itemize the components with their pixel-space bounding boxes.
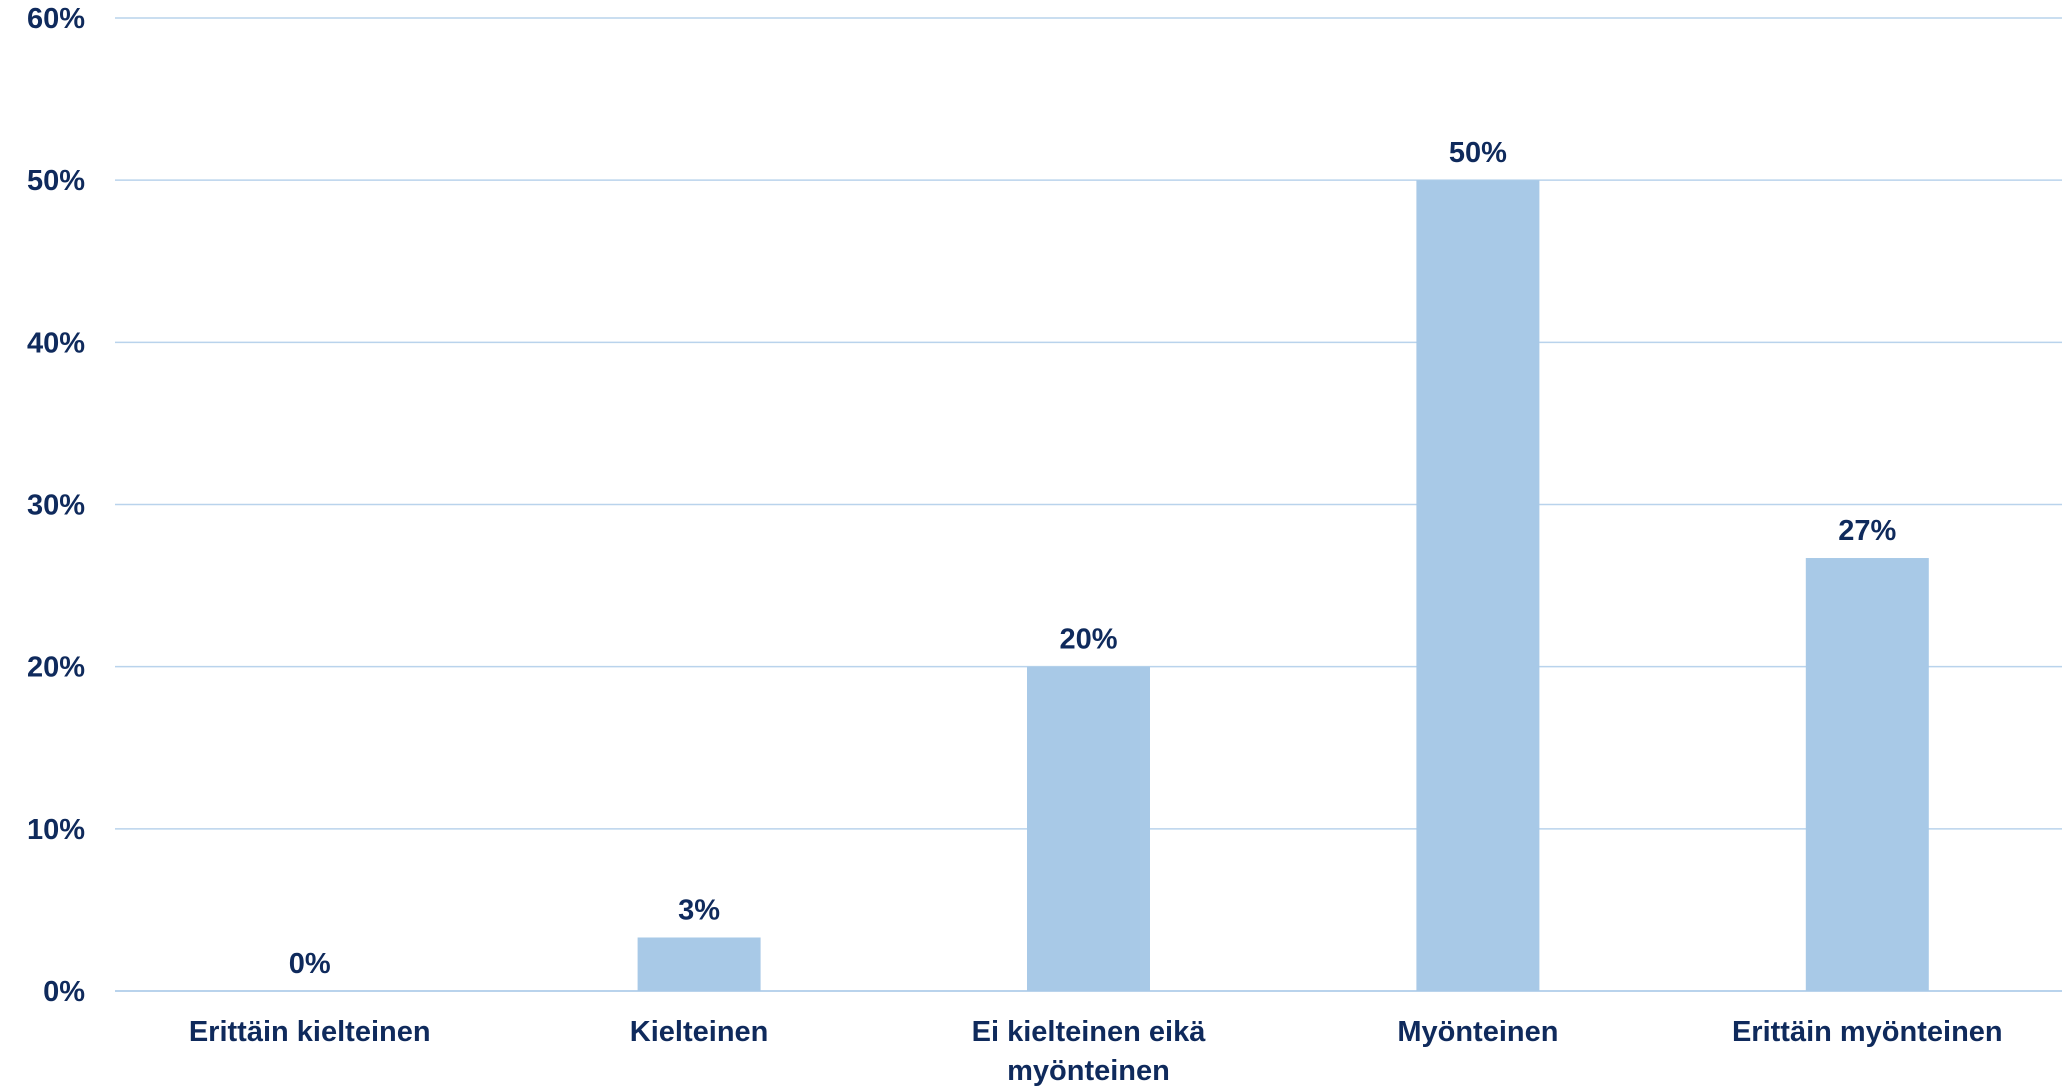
bar [1027,666,1150,991]
data-label: 0% [289,948,331,980]
y-tick-label: 10% [27,814,85,846]
data-label: 50% [1449,137,1507,169]
x-category-label: myönteinen [1007,1055,1170,1086]
data-labels: 0% 3% 20% 50% 27% [289,137,1897,980]
y-tick-label: 0% [43,976,85,1008]
data-label: 3% [678,894,720,926]
bars [637,180,1929,991]
x-axis-categories: Erittäin kielteinen Kielteinen Ei kieltein… [189,1016,2003,1086]
bar [637,937,761,991]
gridlines [115,17,2062,992]
bar [1416,180,1540,991]
y-tick-label: 20% [27,652,85,684]
x-category-label: Ei kielteinen eikä [972,1016,1207,1048]
data-label: 20% [1059,624,1117,656]
data-label: 27% [1838,515,1896,547]
y-tick-label: 50% [27,165,85,197]
x-category-label: Erittäin myönteinen [1732,1016,2003,1048]
x-category-label: Erittäin kielteinen [189,1016,431,1048]
y-tick-label: 30% [27,490,85,522]
y-axis-ticks: 0% 10% 20% 30% 40% 50% 60% [27,3,85,1008]
x-category-label: Kielteinen [630,1016,769,1048]
x-category-label: Myönteinen [1397,1016,1558,1048]
y-tick-label: 40% [27,327,85,359]
y-tick-label: 60% [27,3,85,35]
bar [1805,558,1929,991]
